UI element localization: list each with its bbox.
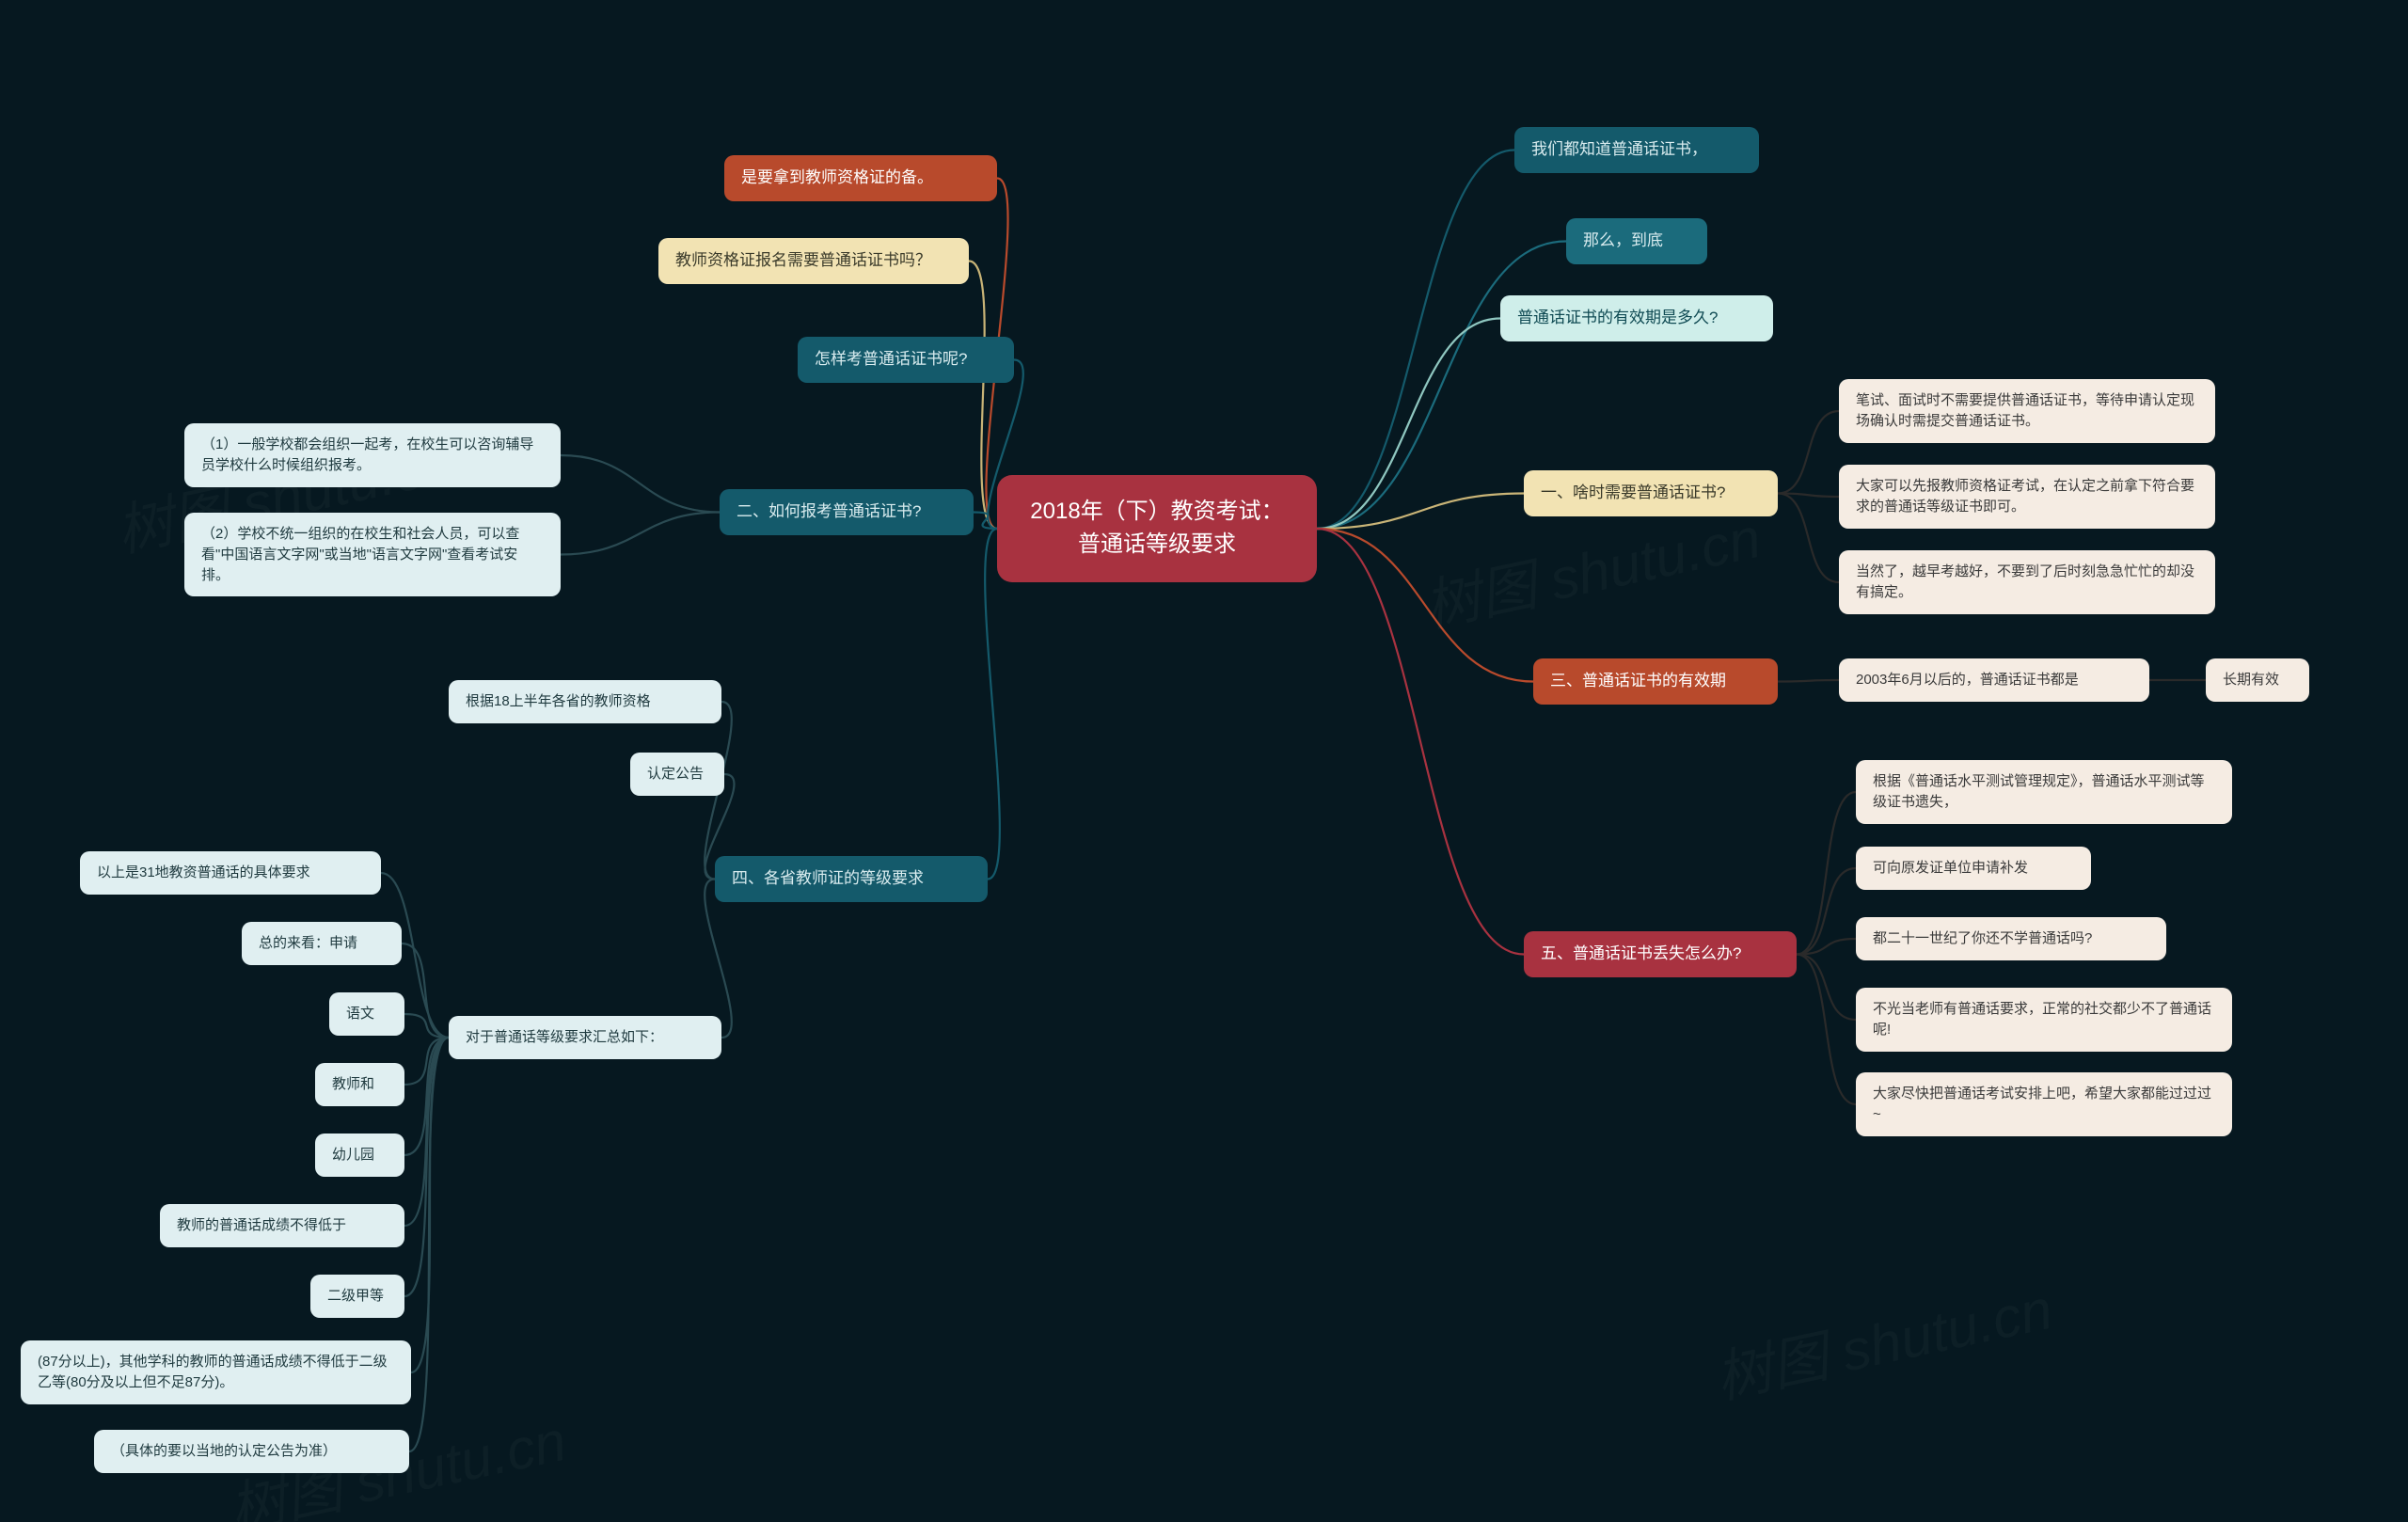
edge xyxy=(1778,494,1839,583)
edge xyxy=(1317,529,1524,955)
mindmap-node: 教师和 xyxy=(315,1063,404,1106)
edge xyxy=(1317,529,1533,682)
edge xyxy=(1797,868,1856,955)
edge xyxy=(409,1038,449,1451)
mindmap-node: 我们都知道普通话证书， xyxy=(1514,127,1759,173)
mindmap-node: 根据18上半年各省的教师资格 xyxy=(449,680,721,723)
edge xyxy=(1778,411,1839,494)
edge xyxy=(1797,955,1856,1105)
mindmap-node: 大家可以先报教师资格证考试，在认定之前拿下符合要求的普通话等级证书即可。 xyxy=(1839,465,2215,529)
edge xyxy=(969,262,997,530)
mindmap-node: 普通话证书的有效期是多久? xyxy=(1500,295,1773,341)
mindmap-node: 四、各省教师证的等级要求 xyxy=(715,856,988,902)
mindmap-node: 不光当老师有普通话要求，正常的社交都少不了普通话呢! xyxy=(1856,988,2232,1052)
mindmap-node: 幼儿园 xyxy=(315,1134,404,1177)
mindmap-node: 对于普通话等级要求汇总如下： xyxy=(449,1016,721,1059)
edge xyxy=(561,513,720,555)
mindmap-node: 以上是31地教资普通话的具体要求 xyxy=(80,851,381,895)
mindmap-node: 大家尽快把普通话考试安排上吧，希望大家都能过过过~ xyxy=(1856,1072,2232,1136)
mindmap-node: 二级甲等 xyxy=(310,1275,404,1318)
edge xyxy=(404,1038,449,1085)
edge xyxy=(404,1038,449,1155)
mindmap-node: 可向原发证单位申请补发 xyxy=(1856,847,2091,890)
edge xyxy=(1797,939,1856,955)
edge xyxy=(404,1038,449,1296)
mindmap-node: 怎样考普通话证书呢? xyxy=(798,337,1014,383)
mindmap-node: 教师的普通话成绩不得低于 xyxy=(160,1204,404,1247)
mindmap-node: （具体的要以当地的认定公告为准） xyxy=(94,1430,409,1473)
edge xyxy=(1317,494,1524,530)
mindmap-stage: 树图 shutu.cn树图 shutu.cn树图 shutu.cn树图 shut… xyxy=(0,0,2408,1522)
mindmap-node: 当然了，越早考越好，不要到了后时刻急急忙忙的却没有搞定。 xyxy=(1839,550,2215,614)
edge xyxy=(561,455,720,513)
mindmap-node: 一、啥时需要普通话证书? xyxy=(1524,470,1778,516)
mindmap-node: 认定公告 xyxy=(630,753,724,796)
edge xyxy=(411,1038,449,1372)
mindmap-node: 二、如何报考普通话证书? xyxy=(720,489,974,535)
edge xyxy=(1317,319,1500,530)
mindmap-node: 都二十一世纪了你还不学普通话吗? xyxy=(1856,917,2166,960)
edge xyxy=(404,1038,449,1226)
edge xyxy=(985,529,1000,880)
watermark: 树图 shutu.cn xyxy=(1707,1263,2059,1415)
mindmap-node: 2003年6月以后的，普通话证书都是 xyxy=(1839,658,2149,702)
mindmap-node: 五、普通话证书丢失怎么办? xyxy=(1524,931,1797,977)
edge xyxy=(1778,494,1839,498)
edge xyxy=(402,943,449,1038)
mindmap-node: 根据《普通话水平测试管理规定》，普通话水平测试等级证书遗失， xyxy=(1856,760,2232,824)
mindmap-node: （2）学校不统一组织的在校生和社会人员，可以查看"中国语言文字网"或当地"语言文… xyxy=(184,513,561,596)
edge xyxy=(1778,680,1839,682)
mindmap-node: 教师资格证报名需要普通话证书吗？ xyxy=(658,238,969,284)
edge xyxy=(1317,151,1514,530)
edge xyxy=(974,513,997,530)
mindmap-node: 三、普通话证书的有效期 xyxy=(1533,658,1778,705)
mindmap-node: 是要拿到教师资格证的备。 xyxy=(724,155,997,201)
center-node: 2018年（下）教资考试： 普通话等级要求 xyxy=(997,475,1317,582)
mindmap-node: 笔试、面试时不需要提供普通话证书，等待申请认定现场确认时需提交普通话证书。 xyxy=(1839,379,2215,443)
mindmap-node: 那么，到底 xyxy=(1566,218,1707,264)
mindmap-node: 语文 xyxy=(329,992,404,1036)
edge xyxy=(1797,792,1856,955)
mindmap-node: 总的来看：申请 xyxy=(242,922,402,965)
mindmap-node: 长期有效 xyxy=(2206,658,2309,702)
mindmap-node: (87分以上)，其他学科的教师的普通话成绩不得低于二级乙等(80分及以上但不足8… xyxy=(21,1340,411,1404)
mindmap-node: （1）一般学校都会组织一起考，在校生可以咨询辅导员学校什么时候组织报考。 xyxy=(184,423,561,487)
edge xyxy=(1797,955,1856,1021)
edge xyxy=(705,880,732,1038)
edge xyxy=(404,1014,449,1038)
